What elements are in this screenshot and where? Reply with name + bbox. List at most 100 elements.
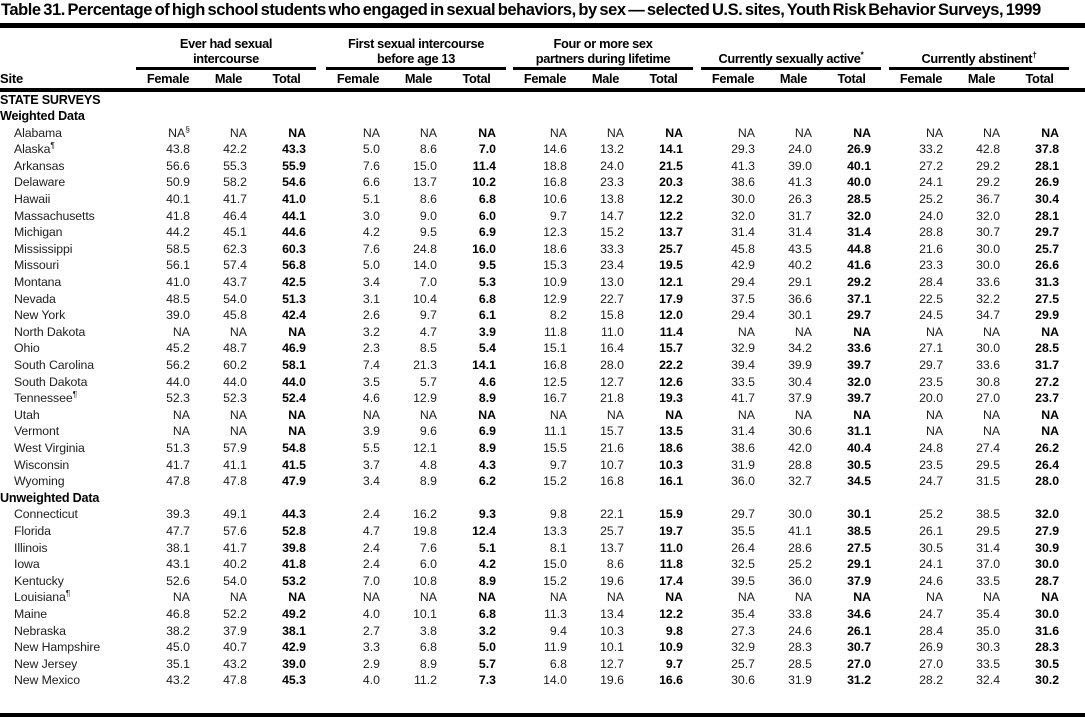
value-cell: 6.0 bbox=[478, 208, 496, 223]
value-cell: 36.0 bbox=[788, 573, 812, 588]
value-cell: 15.0 bbox=[413, 158, 437, 173]
value-cell: 41.7 bbox=[166, 457, 190, 472]
value-cell: 46.9 bbox=[282, 341, 306, 356]
value-cell: NA bbox=[172, 407, 190, 422]
column-gap bbox=[316, 540, 326, 557]
column-gap bbox=[881, 324, 889, 341]
column-gap bbox=[128, 158, 136, 175]
column-gap bbox=[693, 158, 701, 175]
value-cell: NA bbox=[853, 407, 872, 422]
column-gap bbox=[881, 307, 889, 324]
column-gap bbox=[506, 291, 513, 308]
table-body: STATE SURVEYS Weighted Data Alabama NA§ NA NA… bbox=[0, 90, 1085, 689]
value-cell: 5.1 bbox=[362, 192, 380, 207]
value-cell: 43.1 bbox=[166, 557, 190, 572]
value-cell: 2.3 bbox=[362, 341, 380, 356]
value-cell: 55.9 bbox=[282, 158, 306, 173]
value-cell: NA bbox=[665, 407, 683, 422]
site-cell: Illinois bbox=[14, 540, 48, 555]
value-cell: 3.0 bbox=[362, 208, 380, 223]
right-margin bbox=[1069, 457, 1085, 474]
column-gap bbox=[506, 274, 513, 291]
value-cell: 40.7 bbox=[223, 640, 247, 655]
value-cell: 30.6 bbox=[788, 424, 812, 439]
column-gap bbox=[693, 473, 701, 490]
value-cell: 30.0 bbox=[976, 258, 1001, 273]
value-cell: 19.6 bbox=[600, 573, 624, 588]
column-gap bbox=[128, 357, 136, 374]
value-cell: NA bbox=[478, 590, 496, 605]
value-cell: 6.6 bbox=[362, 175, 380, 190]
value-cell: 47.8 bbox=[223, 673, 247, 688]
value-cell: 30.4 bbox=[1035, 192, 1060, 207]
site-cell: Connecticut bbox=[14, 507, 78, 522]
value-cell: 26.9 bbox=[847, 142, 872, 157]
value-cell: 29.9 bbox=[1035, 308, 1060, 323]
column-gap bbox=[128, 407, 136, 424]
value-cell: 41.8 bbox=[282, 557, 306, 572]
value-cell: NA bbox=[982, 125, 1001, 140]
column-gap bbox=[881, 257, 889, 274]
column-gap bbox=[693, 208, 701, 225]
column-gap bbox=[128, 125, 136, 142]
value-cell: 15.5 bbox=[543, 440, 567, 455]
value-cell: 49.1 bbox=[223, 507, 247, 522]
value-cell: 16.4 bbox=[600, 341, 624, 356]
value-cell: 39.0 bbox=[166, 308, 190, 323]
value-cell: 31.5 bbox=[976, 474, 1001, 489]
column-gap bbox=[881, 141, 889, 158]
value-cell: 56.8 bbox=[282, 258, 306, 273]
table-row: Kentucky 52.6 54.0 53.2 7.0 10.8 8.9 15.2 19.6 17… bbox=[0, 573, 1085, 590]
column-gap bbox=[881, 423, 889, 440]
value-cell: 4.8 bbox=[419, 457, 437, 472]
value-cell: 8.9 bbox=[478, 573, 496, 588]
value-cell: 37.9 bbox=[788, 391, 812, 406]
value-cell: 32.0 bbox=[847, 374, 872, 389]
subheader-row: Site Female Male Total Female Male Total Female… bbox=[0, 68, 1085, 92]
column-gap bbox=[128, 257, 136, 274]
column-gap bbox=[881, 672, 889, 689]
column-gap bbox=[128, 656, 136, 673]
value-cell: 36.6 bbox=[788, 291, 812, 306]
value-cell: 5.1 bbox=[478, 540, 496, 555]
column-gap bbox=[316, 374, 326, 391]
site-cell: Kentucky bbox=[14, 573, 64, 588]
value-cell: 8.9 bbox=[419, 656, 437, 671]
value-cell: 7.0 bbox=[362, 573, 380, 588]
value-cell: 26.1 bbox=[919, 523, 944, 538]
column-gap bbox=[506, 257, 513, 274]
column-gap bbox=[506, 28, 513, 69]
value-cell: 41.7 bbox=[223, 540, 247, 555]
value-cell: 48.7 bbox=[223, 341, 247, 356]
value-cell: 32.5 bbox=[731, 557, 755, 572]
right-margin bbox=[1069, 174, 1085, 191]
column-gap bbox=[693, 623, 701, 640]
right-margin bbox=[1069, 423, 1085, 440]
column-gap bbox=[881, 241, 889, 258]
value-cell: 35.4 bbox=[731, 606, 755, 621]
value-cell: 12.7 bbox=[600, 374, 624, 389]
value-cell: NA bbox=[1041, 125, 1060, 140]
value-cell: 31.4 bbox=[976, 540, 1001, 555]
value-cell: NA bbox=[419, 125, 437, 140]
value-cell: NA bbox=[288, 424, 306, 439]
value-cell: 28.0 bbox=[1035, 474, 1060, 489]
site-cell: Iowa bbox=[14, 557, 40, 572]
value-cell: 37.8 bbox=[1035, 142, 1060, 157]
value-cell: 52.3 bbox=[166, 391, 190, 406]
value-cell: 15.8 bbox=[600, 308, 624, 323]
column-gap bbox=[693, 241, 701, 258]
value-cell: 7.6 bbox=[362, 158, 380, 173]
value-cell: 32.4 bbox=[976, 673, 1001, 688]
value-cell: 29.1 bbox=[847, 557, 872, 572]
right-margin bbox=[1069, 639, 1085, 656]
value-cell: NA bbox=[982, 324, 1001, 339]
value-cell: 38.5 bbox=[847, 523, 872, 538]
value-cell: 35.1 bbox=[166, 656, 190, 671]
value-cell: 30.4 bbox=[788, 374, 812, 389]
value-cell: 9.3 bbox=[478, 507, 496, 522]
table-row: Delaware 50.9 58.2 54.6 6.6 13.7 10.2 16.8 23.3 2… bbox=[0, 174, 1085, 191]
value-cell: 5.7 bbox=[478, 656, 496, 671]
column-gap bbox=[316, 672, 326, 689]
column-gap bbox=[881, 556, 889, 573]
